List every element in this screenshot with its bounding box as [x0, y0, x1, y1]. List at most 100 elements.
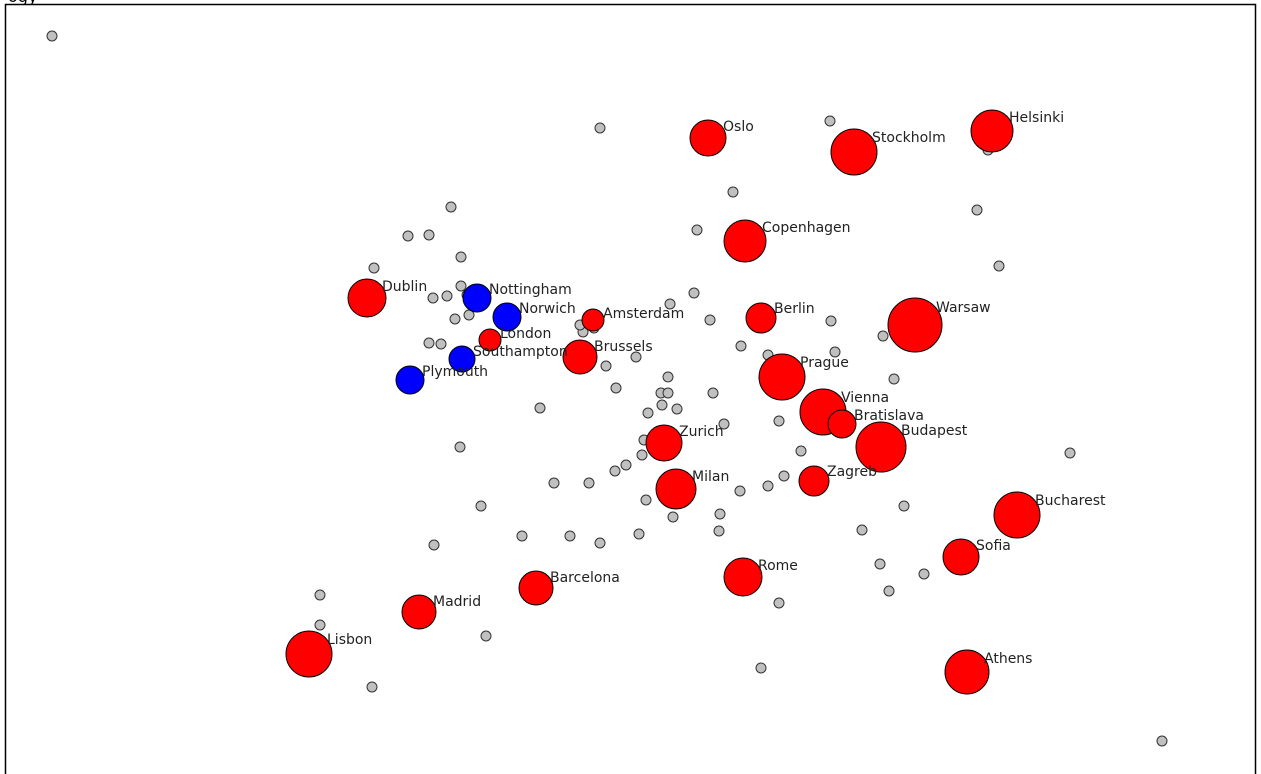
minor-city-point	[663, 372, 673, 382]
minor-city-point	[535, 403, 545, 413]
city-label-amsterdam: Amsterdam	[603, 306, 684, 322]
city-marker-nottingham	[463, 284, 491, 312]
minor-city-point	[1065, 448, 1075, 458]
city-label-bratislava: Bratislava	[854, 408, 924, 424]
city-label-zurich: Zurich	[679, 424, 724, 440]
city-label-dublin: Dublin	[382, 279, 427, 295]
minor-city-point	[456, 252, 466, 262]
minor-city-point	[595, 538, 605, 548]
city-label-madrid: Madrid	[433, 594, 481, 610]
city-label-berlin: Berlin	[774, 301, 815, 317]
city-label-norwich: Norwich	[519, 301, 576, 317]
minor-city-point	[972, 205, 982, 215]
minor-city-point	[369, 263, 379, 273]
minor-city-point	[641, 495, 651, 505]
minor-city-point	[367, 682, 377, 692]
city-marker-rome	[724, 558, 762, 596]
city-marker-oslo	[690, 120, 726, 156]
minor-city-point	[601, 361, 611, 371]
minor-city-point	[611, 383, 621, 393]
minor-city-point	[456, 281, 466, 291]
city-label-london: London	[500, 326, 551, 342]
minor-city-point	[429, 540, 439, 550]
minor-city-point	[657, 400, 667, 410]
minor-city-point	[774, 416, 784, 426]
minor-city-point	[796, 446, 806, 456]
minor-city-point	[610, 466, 620, 476]
city-label-barcelona: Barcelona	[550, 570, 620, 586]
city-label-oslo: Oslo	[723, 119, 754, 135]
minor-city-point	[315, 590, 325, 600]
city-marker-sofia	[943, 539, 979, 575]
minor-city-point	[442, 291, 452, 301]
city-marker-barcelona	[519, 571, 553, 605]
minor-city-point	[672, 404, 682, 414]
city-label-copenhagen: Copenhagen	[762, 220, 851, 236]
minor-city-point	[899, 501, 909, 511]
minor-city-point	[643, 408, 653, 418]
city-label-brussels: Brussels	[594, 339, 653, 355]
city-marker-amsterdam	[582, 309, 604, 331]
minor-city-point	[857, 525, 867, 535]
minor-city-point	[517, 531, 527, 541]
minor-city-point	[889, 374, 899, 384]
city-marker-prague	[759, 354, 805, 400]
minor-city-point	[476, 501, 486, 511]
city-marker-helsinki	[971, 110, 1013, 152]
minor-city-point	[436, 339, 446, 349]
city-label-lisbon: Lisbon	[327, 632, 372, 648]
minor-city-point	[689, 288, 699, 298]
minor-city-point	[735, 486, 745, 496]
city-marker-warsaw	[888, 298, 942, 352]
city-marker-madrid	[402, 595, 436, 629]
city-label-nottingham: Nottingham	[489, 282, 572, 298]
minor-city-point	[565, 531, 575, 541]
minor-city-point	[663, 388, 673, 398]
city-label-rome: Rome	[758, 558, 798, 574]
minor-city-point	[450, 314, 460, 324]
minor-city-point	[714, 526, 724, 536]
city-label-vienna: Vienna	[841, 390, 889, 406]
city-label-athens: Athens	[984, 651, 1032, 667]
minor-city-point	[774, 598, 784, 608]
city-marker-athens	[945, 650, 989, 694]
city-marker-zurich	[646, 425, 682, 461]
minor-city-point	[549, 478, 559, 488]
city-label-sofia: Sofia	[976, 538, 1011, 554]
minor-city-point	[728, 187, 738, 197]
minor-city-point	[884, 586, 894, 596]
minor-city-point	[826, 316, 836, 326]
minor-city-point	[668, 512, 678, 522]
minor-city-point	[595, 123, 605, 133]
city-marker-bucharest	[994, 492, 1040, 538]
minor-city-point	[763, 481, 773, 491]
minor-city-point	[1157, 736, 1167, 746]
minor-city-point	[736, 341, 746, 351]
city-marker-zagreb	[799, 466, 829, 496]
minor-city-point	[705, 315, 715, 325]
city-marker-dublin	[348, 279, 386, 317]
minor-city-point	[634, 529, 644, 539]
city-label-prague: Prague	[800, 355, 849, 371]
city-label-helsinki: Helsinki	[1009, 110, 1064, 126]
minor-city-point	[875, 559, 885, 569]
minor-city-point	[424, 230, 434, 240]
minor-city-point	[446, 202, 456, 212]
city-label-milan: Milan	[692, 469, 729, 485]
minor-city-point	[403, 231, 413, 241]
minor-city-point	[878, 331, 888, 341]
city-marker-stockholm	[831, 129, 877, 175]
minor-city-point	[428, 293, 438, 303]
city-label-zagreb: Zagreb	[827, 464, 877, 480]
minor-city-point	[715, 509, 725, 519]
city-marker-milan	[656, 469, 696, 509]
city-marker-brussels	[563, 340, 597, 374]
minor-city-point	[994, 261, 1004, 271]
city-marker-copenhagen	[724, 220, 766, 262]
city-marker-berlin	[746, 303, 776, 333]
minor-city-point	[315, 620, 325, 630]
minor-city-point	[708, 388, 718, 398]
minor-city-point	[621, 460, 631, 470]
